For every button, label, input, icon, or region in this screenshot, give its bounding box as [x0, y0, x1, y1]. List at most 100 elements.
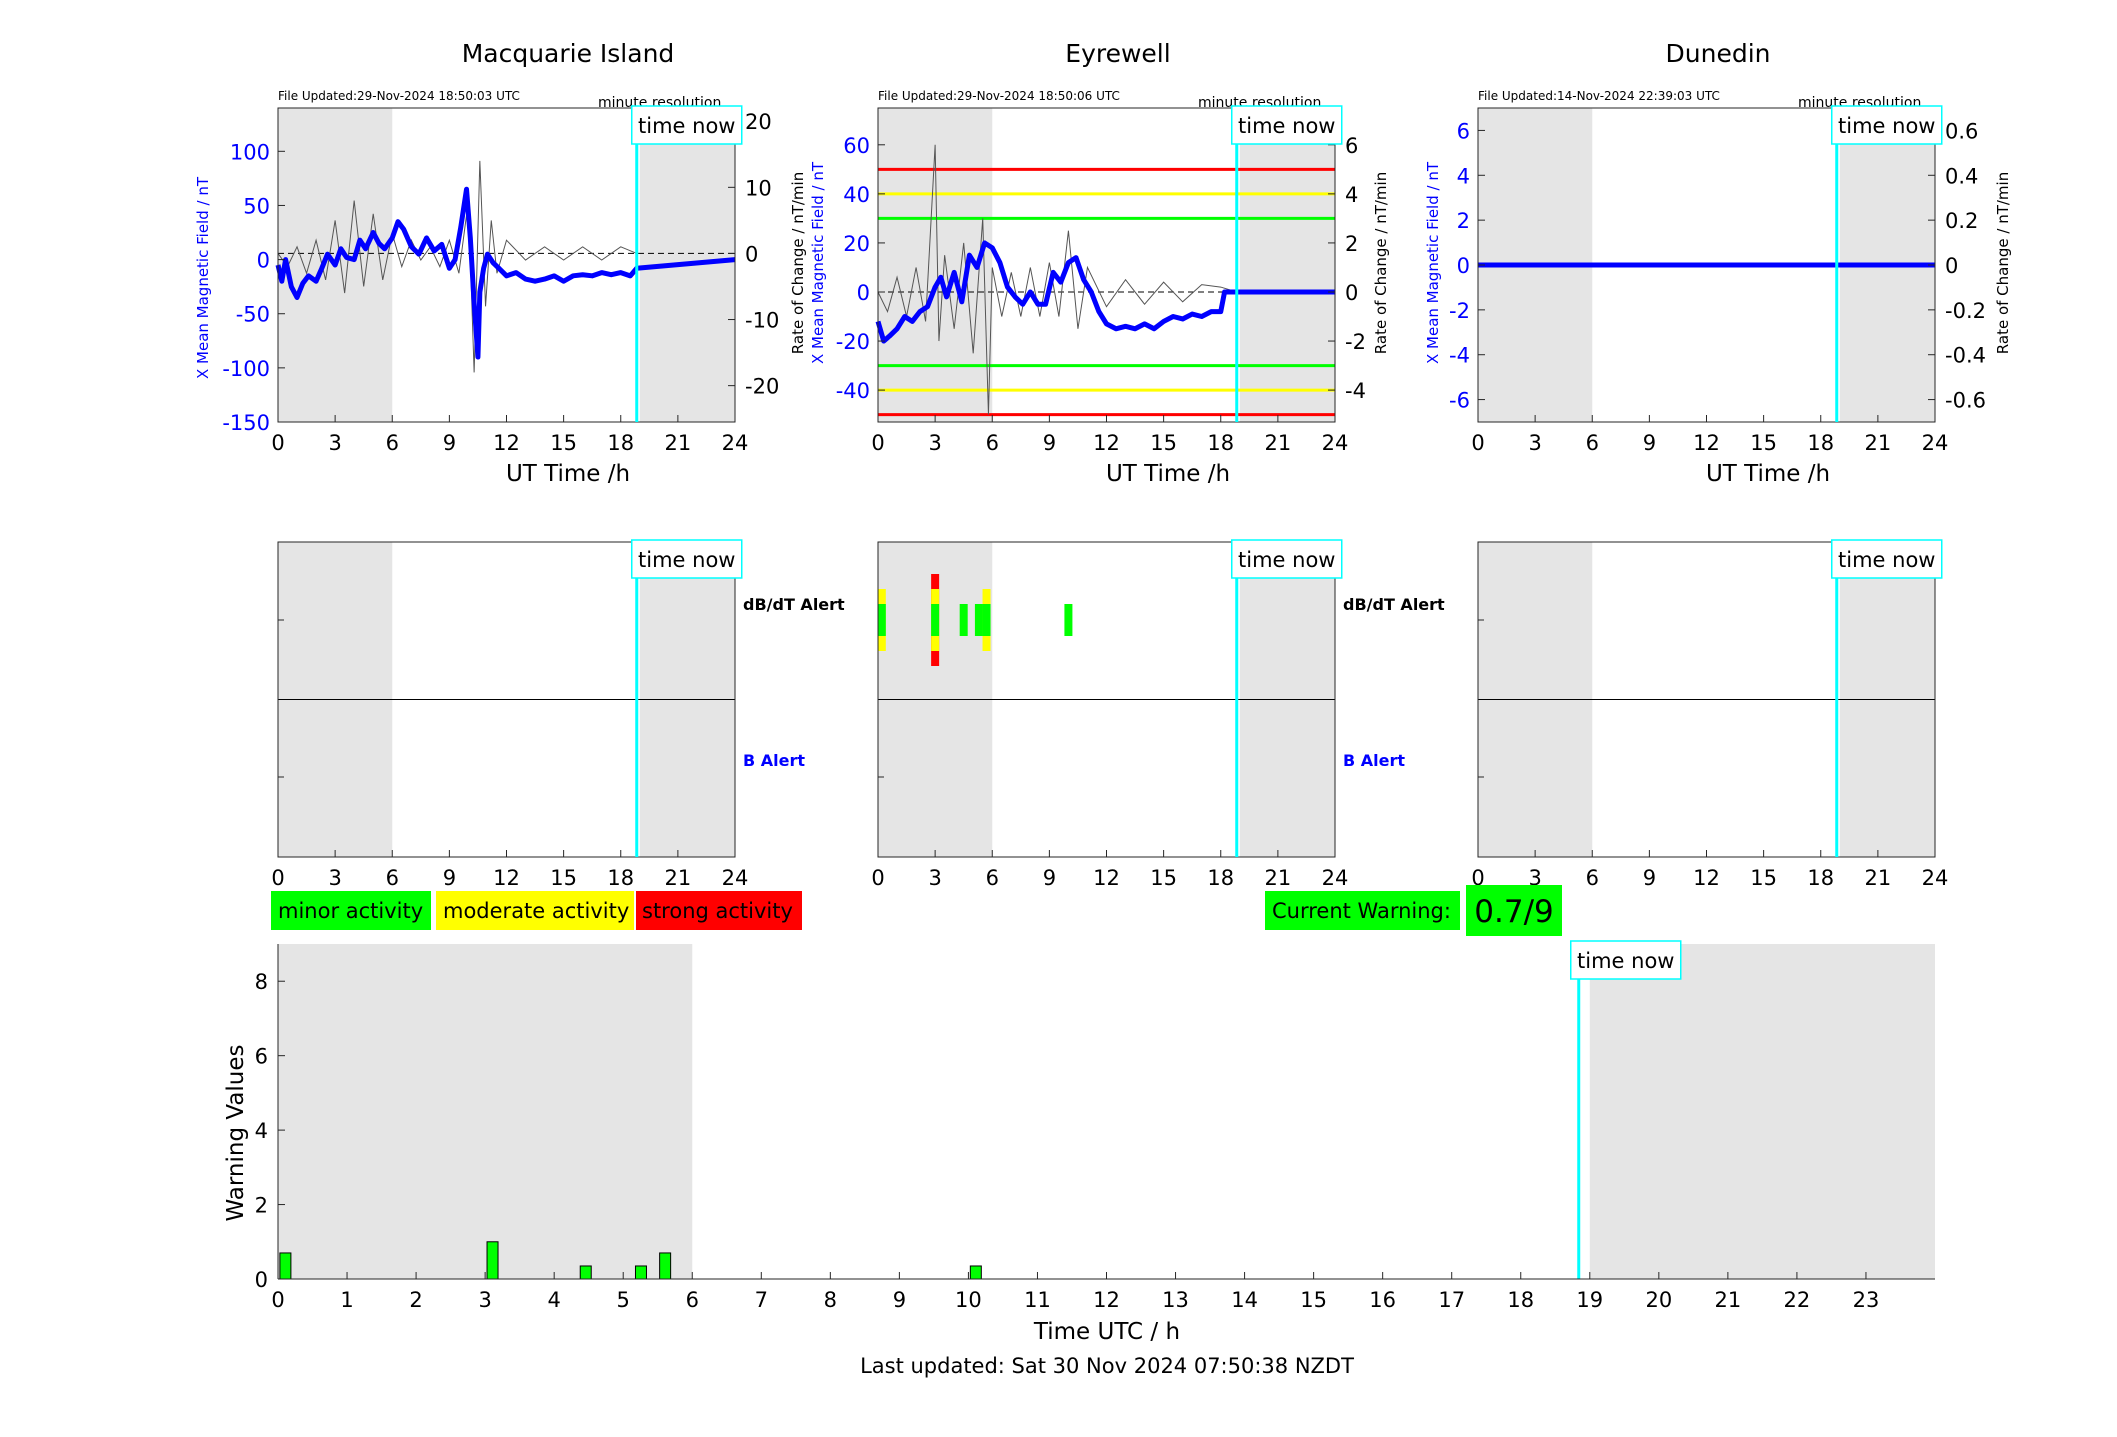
time-now-label: time now	[1838, 548, 1935, 572]
legend-moderate-label: moderate activity	[443, 899, 629, 923]
y-right-tick-label: -20	[745, 375, 779, 399]
y-right-tick-label: 10	[745, 176, 772, 200]
y-left-tick-label: 20	[843, 232, 870, 256]
x-tick-label: 24	[1322, 866, 1349, 890]
x-tick-label: 15	[1750, 866, 1777, 890]
x-tick-label: 7	[755, 1288, 768, 1312]
time-now-box	[1230, 539, 1343, 579]
field-series-line	[275, 186, 736, 360]
y-tick-label: 6	[255, 1045, 268, 1069]
x-tick-label: 15	[1150, 866, 1177, 890]
chart-title-macquarie: Macquarie Island	[462, 39, 675, 68]
x-tick-label: 12	[493, 431, 520, 455]
y-right-tick-label: -0.4	[1945, 344, 1986, 368]
file-updated-macquarie: File Updated:29-Nov-2024 18:50:03 UTC	[278, 89, 520, 103]
x-tick-label: 18	[1507, 1288, 1534, 1312]
plot-dunedin-alerts: 0 3 6 9 12 15 18 21 24 time now	[1471, 539, 1948, 890]
warning-bar	[486, 1241, 499, 1280]
warning-bar	[969, 1265, 982, 1280]
x-tick-label: 6	[386, 866, 399, 890]
y-left-tick-label: 4	[1457, 164, 1470, 188]
x-tick-label: 0	[871, 866, 884, 890]
x-tick-label: 8	[824, 1288, 837, 1312]
x-tick-label: 13	[1162, 1288, 1189, 1312]
x-tick-label: 20	[1645, 1288, 1672, 1312]
x-tick-label: 14	[1231, 1288, 1258, 1312]
x-tick-label: 3	[328, 431, 341, 455]
y-right-tick-label: 0.2	[1945, 209, 1978, 233]
chart-title-dunedin: Dunedin	[1666, 39, 1771, 68]
x-tick-label: 6	[986, 866, 999, 890]
x-tick-label: 6	[386, 431, 399, 455]
xlabel-eyrewell: UT Time /h	[1106, 461, 1230, 487]
y-left-tick-label: -6	[1449, 389, 1470, 413]
legend-strong-label: strong activity	[642, 899, 793, 923]
x-tick-label: 21	[665, 431, 692, 455]
x-tick-label: 24	[1322, 431, 1349, 455]
field-series-line	[875, 240, 1335, 344]
y-right-tick-label: -0.2	[1945, 299, 1986, 323]
x-tick-label: 16	[1369, 1288, 1396, 1312]
y-left-tick-label: 0	[857, 281, 870, 305]
y-right-tick-label: 0	[1345, 281, 1358, 305]
file-updated-eyrewell: File Updated:29-Nov-2024 18:50:06 UTC	[878, 89, 1120, 103]
legend-minor-label: minor activity	[278, 899, 423, 923]
x-tick-label: 23	[1853, 1288, 1880, 1312]
y-left-tick-label: 100	[230, 140, 270, 164]
y-right-tick-label: 4	[1345, 183, 1358, 207]
b-alert-label-2: B Alert	[1343, 751, 1405, 770]
dbdt-alert-label-2: dB/dT Alert	[1343, 595, 1445, 614]
footer-last-updated: Last updated: Sat 30 Nov 2024 07:50:38 N…	[860, 1354, 1354, 1378]
x-tick-label: 24	[1922, 431, 1949, 455]
xlabel-macquarie: UT Time /h	[506, 461, 630, 487]
x-tick-label: 15	[550, 431, 577, 455]
x-tick-label: 12	[493, 866, 520, 890]
time-now-label: time now	[638, 114, 735, 138]
legend-moderate-swatch	[436, 891, 634, 930]
time-now-label: time now	[1838, 114, 1935, 138]
warning-bar	[579, 1265, 592, 1280]
legend-strong-swatch	[636, 891, 802, 930]
x-tick-label: 15	[550, 866, 577, 890]
x-tick-label: 3	[1528, 431, 1541, 455]
y-left-tick-label: 40	[843, 183, 870, 207]
x-tick-label: 3	[928, 866, 941, 890]
y-left-tick-label: 6	[1457, 119, 1470, 143]
current-warning: Current Warning: 0.7/9	[1265, 885, 1562, 936]
x-tick-label: 9	[443, 866, 456, 890]
y-right-tick-label: -4	[1345, 379, 1366, 403]
x-tick-label: 21	[1865, 431, 1892, 455]
x-tick-label: 21	[1265, 431, 1292, 455]
x-tick-label: 0	[271, 431, 284, 455]
ylabel-left-macquarie: X Mean Magnetic Field / nT	[194, 176, 212, 379]
legend-minor-swatch	[271, 891, 431, 930]
x-tick-label: 17	[1438, 1288, 1465, 1312]
x-tick-label: 18	[1207, 431, 1234, 455]
plot-dunedin-field: 6 4 2 0 -2 -4 -6 0.6 0.4 0.2 0 -0.2 -0.4 -0.6 0 3 6 9 12 15…	[1449, 105, 1986, 455]
y-right-tick-label: -2	[1345, 330, 1366, 354]
y-left-tick-label: -100	[222, 357, 270, 381]
x-tick-label: 6	[1586, 866, 1599, 890]
x-tick-label: 6	[986, 431, 999, 455]
ylabel-right-macquarie: Rate of Change / nT/min	[789, 172, 807, 354]
y-right-tick-label: 0	[1945, 254, 1958, 278]
x-tick-label: 0	[871, 431, 884, 455]
x-tick-label: 12	[1693, 431, 1720, 455]
y-left-tick-label: 50	[243, 194, 270, 218]
y-right-tick-label: 0.4	[1945, 164, 1978, 188]
y-left-tick-label: -40	[836, 379, 870, 403]
y-left-tick-label: 60	[843, 134, 870, 158]
y-right-tick-label: 2	[1345, 232, 1358, 256]
x-tick-label: 15	[1150, 431, 1177, 455]
current-warning-value-box	[1466, 885, 1562, 936]
x-tick-label: 9	[1043, 431, 1056, 455]
chart-title-eyrewell: Eyrewell	[1065, 39, 1170, 68]
current-warning-value: 0.7/9	[1474, 894, 1553, 930]
x-tick-label: 21	[1715, 1288, 1742, 1312]
time-now-box	[1569, 940, 1682, 980]
y-tick-label: 0	[255, 1268, 268, 1292]
x-tick-label: 0	[271, 1288, 284, 1312]
x-tick-label: 9	[1043, 866, 1056, 890]
